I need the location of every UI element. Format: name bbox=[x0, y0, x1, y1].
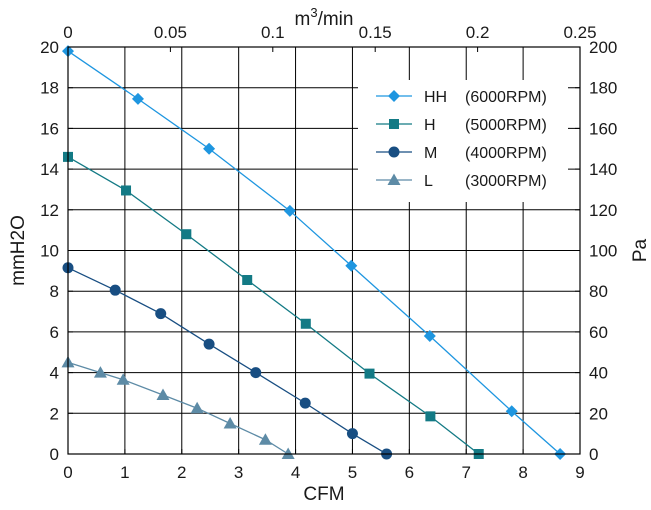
x-tick-label: 1 bbox=[120, 463, 129, 482]
legend-label: H bbox=[424, 117, 436, 134]
x-tick-label: 7 bbox=[461, 463, 470, 482]
y-right-tick-label: 100 bbox=[589, 242, 617, 261]
y-left-tick-label: 20 bbox=[40, 38, 59, 57]
data-point-l bbox=[116, 373, 130, 385]
data-point-m bbox=[203, 338, 215, 350]
y-right-tick-label: 180 bbox=[589, 79, 617, 98]
data-point-m bbox=[155, 308, 167, 320]
legend-marker bbox=[387, 173, 401, 185]
y-left-tick-label: 8 bbox=[50, 282, 59, 301]
y-right-tick-label: 40 bbox=[589, 364, 608, 383]
legend-marker bbox=[388, 90, 400, 102]
data-point-l bbox=[258, 433, 272, 445]
data-point-h bbox=[300, 318, 311, 329]
data-point-l bbox=[156, 388, 170, 400]
y-right-tick-label: 120 bbox=[589, 201, 617, 220]
y-right-tick-label: 140 bbox=[589, 160, 617, 179]
legend: HH (6000RPM) H (5000RPM) M (4000RPM) L (3000RPM… bbox=[358, 80, 568, 202]
y-left-tick-label: 10 bbox=[40, 242, 59, 261]
series-m bbox=[62, 262, 393, 460]
legend-marker bbox=[389, 119, 399, 129]
y-left-tick-label: 16 bbox=[40, 119, 59, 138]
y-left-tick-label: 6 bbox=[50, 323, 59, 342]
y-left-tick-label: 0 bbox=[50, 445, 59, 464]
y-left-tick-label: 12 bbox=[40, 201, 59, 220]
top-axis-label: m3/min bbox=[295, 5, 354, 30]
legend-label: M bbox=[424, 145, 437, 162]
data-point-h bbox=[121, 185, 132, 196]
legend-item-hh: HH (6000RPM) bbox=[376, 89, 547, 106]
x-tick-label: 9 bbox=[575, 463, 584, 482]
legend-rpm: (3000RPM) bbox=[465, 173, 547, 190]
data-point-l bbox=[190, 401, 204, 414]
data-point-hh bbox=[203, 142, 216, 155]
y-left-tick-label: 18 bbox=[40, 79, 59, 98]
data-point-hh bbox=[505, 405, 518, 418]
data-point-h bbox=[364, 368, 375, 379]
x-top-tick-label: 0.1 bbox=[261, 23, 285, 42]
y-right-tick-label: 200 bbox=[589, 38, 617, 57]
x-axis-label: CFM bbox=[303, 484, 344, 505]
series-hh bbox=[62, 45, 567, 460]
data-point-h bbox=[181, 229, 192, 240]
top-axis-label-base: m bbox=[295, 9, 311, 30]
x-top-tick-label: 0.05 bbox=[154, 23, 187, 42]
data-point-m bbox=[346, 428, 358, 440]
y-right-tick-label: 80 bbox=[589, 282, 608, 301]
data-point-hh bbox=[345, 259, 358, 272]
x-tick-label: 0 bbox=[63, 463, 72, 482]
x-top-tick-label: 0.25 bbox=[563, 23, 596, 42]
data-point-l bbox=[93, 366, 107, 378]
x-top-tick-label: 0 bbox=[63, 23, 72, 42]
right-axis-label: Pa bbox=[630, 238, 651, 262]
x-tick-label: 3 bbox=[234, 463, 243, 482]
legend-item-l: L (3000RPM) bbox=[376, 173, 547, 190]
series-line-hh bbox=[67, 50, 561, 455]
legend-marker bbox=[388, 146, 400, 158]
data-point-h bbox=[425, 411, 436, 422]
legend-label: L bbox=[424, 173, 433, 190]
y-left-tick-label: 2 bbox=[50, 404, 59, 423]
top-axis-label-rest: /min bbox=[318, 9, 354, 30]
legend-label: HH bbox=[424, 89, 447, 106]
left-axis-label: mmH2O bbox=[8, 215, 29, 286]
plot-frame bbox=[67, 46, 581, 455]
series-line-h bbox=[67, 156, 480, 455]
series-line-m bbox=[67, 267, 387, 455]
x-tick-label: 8 bbox=[518, 463, 527, 482]
legend-item-h: H (5000RPM) bbox=[376, 117, 547, 134]
data-point-l bbox=[281, 447, 295, 459]
data-point-m bbox=[109, 284, 121, 296]
top-axis-label-superscript: 3 bbox=[310, 5, 317, 20]
y-left-tick-label: 4 bbox=[50, 364, 59, 383]
x-tick-label: 2 bbox=[177, 463, 186, 482]
data-point-hh bbox=[131, 92, 144, 105]
y-right-tick-label: 160 bbox=[589, 119, 617, 138]
data-point-hh bbox=[283, 204, 296, 217]
data-point-m bbox=[299, 397, 311, 409]
data-point-hh bbox=[423, 329, 436, 342]
y-right-tick-label: 60 bbox=[589, 323, 608, 342]
x-tick-label: 6 bbox=[405, 463, 414, 482]
x-tick-label: 4 bbox=[291, 463, 300, 482]
y-right-tick-label: 0 bbox=[589, 445, 598, 464]
data-point-m bbox=[250, 367, 262, 379]
x-top-tick-label: 0.15 bbox=[359, 23, 392, 42]
legend-rpm: (6000RPM) bbox=[465, 89, 547, 106]
x-top-tick-label: 0.2 bbox=[466, 23, 490, 42]
x-tick-label: 5 bbox=[348, 463, 357, 482]
legend-rpm: (4000RPM) bbox=[465, 145, 547, 162]
data-point-h bbox=[242, 275, 253, 286]
y-right-tick-label: 20 bbox=[589, 404, 608, 423]
data-point-l bbox=[223, 416, 237, 429]
legend-rpm: (5000RPM) bbox=[465, 117, 547, 134]
legend-item-m: M (4000RPM) bbox=[376, 145, 547, 162]
y-left-tick-label: 14 bbox=[40, 160, 59, 179]
plot-border bbox=[67, 46, 581, 455]
